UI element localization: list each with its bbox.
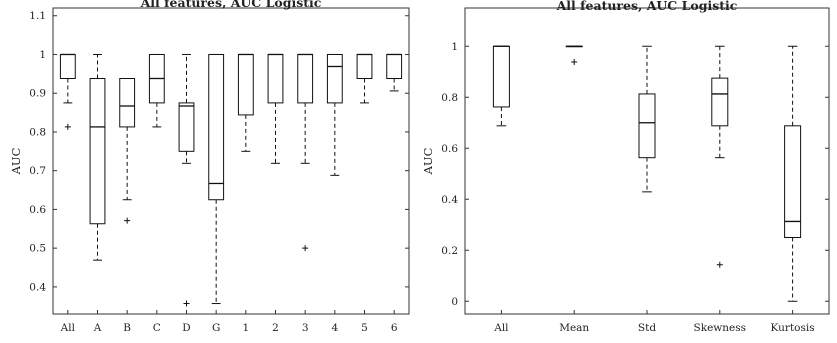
x-tick-label: G bbox=[212, 322, 220, 334]
box-all bbox=[59, 53, 76, 130]
box-body bbox=[297, 53, 314, 104]
y-axis-label: AUC bbox=[421, 147, 435, 175]
box-body bbox=[89, 77, 106, 225]
y-axis-label: AUC bbox=[9, 147, 23, 175]
x-tick-label: All bbox=[493, 322, 509, 334]
y-tick-label: 0.2 bbox=[441, 245, 458, 257]
axes-frame bbox=[52, 7, 410, 315]
y-tick-label: 0.6 bbox=[441, 143, 458, 155]
box-mean bbox=[565, 45, 583, 66]
box-body bbox=[326, 53, 343, 104]
x-tick-label: D bbox=[182, 322, 190, 334]
box-body bbox=[784, 125, 802, 238]
y-tick-label: 0.8 bbox=[29, 126, 46, 138]
x-tick-label: 4 bbox=[331, 322, 338, 334]
box-body bbox=[208, 53, 225, 201]
outlier-marker bbox=[64, 123, 71, 130]
box-6 bbox=[386, 53, 403, 92]
box-3 bbox=[297, 53, 314, 252]
chart-title: All features, AUC Logistic bbox=[140, 0, 322, 10]
box-body bbox=[59, 53, 76, 79]
y-tick-label: 1 bbox=[39, 49, 46, 61]
box-a bbox=[89, 53, 106, 261]
outlier-marker bbox=[716, 261, 723, 268]
box-body bbox=[237, 53, 254, 116]
y-tick-label: 0.4 bbox=[29, 281, 46, 293]
x-tick-label: Skewness bbox=[694, 322, 747, 334]
box-kurtosis bbox=[784, 45, 802, 302]
box-body bbox=[119, 77, 136, 128]
x-tick-label: A bbox=[93, 322, 102, 334]
x-tick-label: 3 bbox=[302, 322, 309, 334]
box-1 bbox=[237, 53, 254, 152]
box-std bbox=[638, 45, 656, 193]
outlier-marker bbox=[571, 59, 578, 66]
y-tick-label: 1.1 bbox=[29, 10, 46, 22]
x-tick-label: 5 bbox=[361, 322, 368, 334]
y-tick-label: 0.6 bbox=[29, 204, 46, 216]
box-body bbox=[711, 77, 729, 127]
x-tick-label: 2 bbox=[272, 322, 279, 334]
outlier-marker bbox=[302, 245, 309, 252]
x-tick-label: All bbox=[60, 322, 76, 334]
box-body bbox=[178, 102, 195, 152]
y-tick-label: 0.7 bbox=[29, 165, 46, 177]
chart-title: All features, AUC Logistic bbox=[556, 0, 738, 13]
y-tick-label: 0.9 bbox=[29, 88, 46, 100]
x-tick-label: 6 bbox=[391, 322, 398, 334]
box-4 bbox=[326, 53, 343, 176]
box-body bbox=[638, 93, 656, 159]
box-body bbox=[356, 53, 373, 79]
x-tick-label: Kurtosis bbox=[771, 322, 815, 334]
y-tick-label: 1 bbox=[451, 41, 458, 53]
y-tick-label: 0 bbox=[451, 296, 458, 308]
box-body bbox=[492, 45, 510, 108]
box-5 bbox=[356, 53, 373, 104]
box-body bbox=[267, 53, 284, 104]
box-all bbox=[492, 45, 510, 127]
x-tick-label: B bbox=[123, 322, 131, 334]
box-body bbox=[386, 53, 403, 79]
x-tick-label: Std bbox=[638, 322, 656, 334]
box-g bbox=[208, 53, 225, 305]
y-tick-label: 0.4 bbox=[441, 194, 458, 206]
y-tick-label: 0.8 bbox=[441, 92, 458, 104]
box-2 bbox=[267, 53, 284, 164]
chart-panel-1: All features, AUC Logistic AUC 0.4 0.5 0.6 0.… bbox=[9, 0, 410, 334]
x-tick-label: C bbox=[153, 322, 161, 334]
chart-panel-2: All features, AUC Logistic AUC 0 0.2 0.4 0.6 0… bbox=[421, 0, 830, 334]
box-c bbox=[148, 53, 165, 128]
y-tick-label: 0.5 bbox=[29, 243, 46, 255]
outlier-marker bbox=[183, 300, 190, 307]
box-d bbox=[178, 53, 195, 307]
box-skewness bbox=[711, 45, 729, 268]
outlier-marker bbox=[124, 217, 131, 224]
x-tick-label: Mean bbox=[559, 322, 589, 334]
x-tick-label: 1 bbox=[242, 322, 249, 334]
box-b bbox=[119, 77, 136, 224]
